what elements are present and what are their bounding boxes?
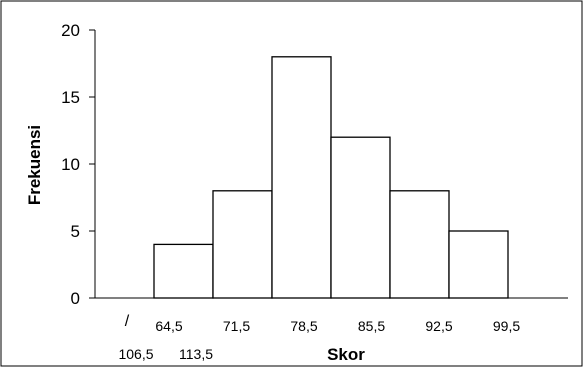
x-axis-tick-labels: 64,5 71,5 78,5 85,5 92,5 99,5 106,5 113,5	[118, 318, 520, 362]
histogram-bar	[389, 190, 450, 299]
histogram-bars	[153, 56, 509, 299]
histogram-bar	[271, 56, 332, 299]
x-axis-title: Skor	[327, 345, 365, 364]
y-tick-label: 20	[61, 21, 80, 40]
x-tick-label: 106,5	[118, 346, 153, 362]
y-tick-label: 5	[71, 222, 80, 241]
x-tick-label: 99,5	[493, 318, 520, 334]
y-axis-title: Frekuensi	[25, 125, 44, 205]
x-axis-break-mark: /	[125, 313, 130, 330]
y-tick-label: 0	[71, 289, 80, 308]
histogram-bar	[153, 243, 214, 299]
y-tick-label: 10	[61, 155, 80, 174]
x-tick-label: 78,5	[290, 318, 317, 334]
x-tick-label: 85,5	[358, 318, 385, 334]
x-tick-label: 113,5	[179, 346, 213, 362]
histogram-bar	[330, 136, 391, 299]
x-tick-label: 92,5	[425, 318, 452, 334]
x-tick-label: 64,5	[155, 318, 182, 334]
histogram-bar	[212, 190, 273, 299]
y-tick-label: 15	[61, 88, 80, 107]
x-tick-label: 71,5	[223, 318, 250, 334]
histogram-bar	[448, 230, 509, 299]
y-axis-ticks: 0 5 10 15 20	[61, 21, 95, 308]
